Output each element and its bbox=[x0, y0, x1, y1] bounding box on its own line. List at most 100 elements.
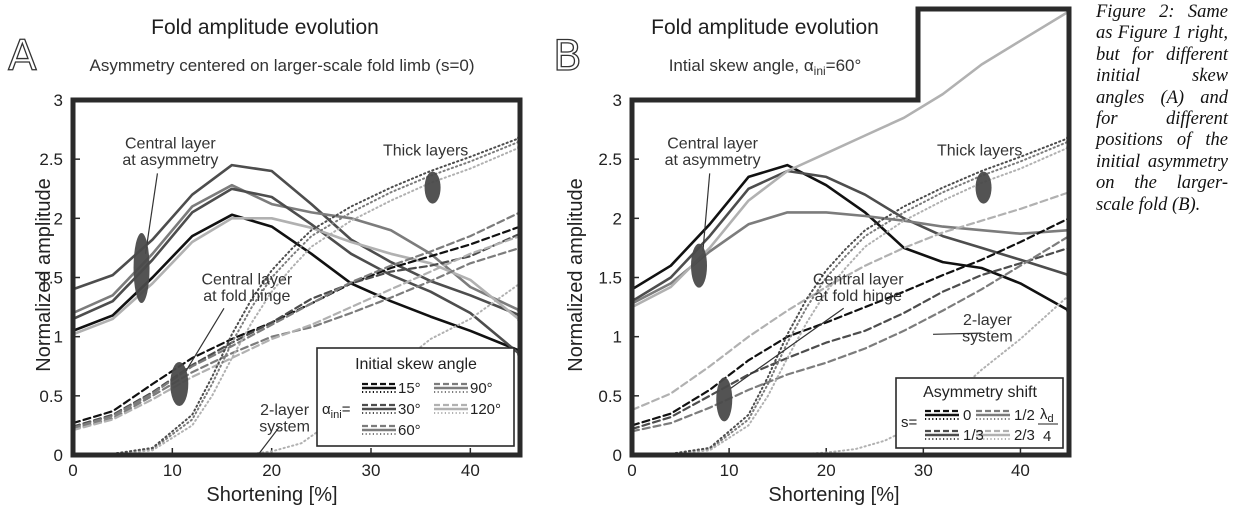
legend-swatch-s-half bbox=[976, 409, 1010, 420]
panel-a-annotation-text: at asymmetry bbox=[122, 152, 218, 169]
panel-a-ytick-label: 1.5 bbox=[39, 269, 63, 288]
panel-a-ytick-label: 3 bbox=[54, 91, 63, 110]
panel-b-xtick-label: 0 bbox=[627, 461, 636, 480]
panel-a-title: Fold amplitude evolution bbox=[151, 16, 379, 39]
panel-b-ytick-label: 0.5 bbox=[598, 387, 622, 406]
panel-b-annotation-leader bbox=[729, 307, 845, 390]
panel-b-ylabel: Normalized amplitude bbox=[565, 178, 587, 371]
panel-a-annotation-leader bbox=[184, 307, 225, 373]
panel-a-letter: A bbox=[8, 31, 37, 80]
panel-b-annotation-text: at fold hinge bbox=[815, 288, 902, 305]
panel-a-ticks: 0 10 20 30 40 0 0.5 1 1.5 2 2.5 3 bbox=[39, 91, 479, 480]
panel-b-annotation-leader bbox=[933, 332, 982, 335]
panel-a-xtick-label: 10 bbox=[163, 461, 182, 480]
panel-b-legend-swatches bbox=[925, 409, 1010, 440]
panel-a-annotation-text: Central layer bbox=[125, 136, 216, 153]
panel-a-legend: Initial skew angle αini= 15° 90° 30° 120… bbox=[316, 347, 515, 447]
panel-b-ytick-label: 2.5 bbox=[598, 150, 622, 169]
panel-a-ytick-label: 1 bbox=[54, 328, 63, 347]
panel-a-frame bbox=[70, 97, 523, 458]
panel-a-annotation-ellipse bbox=[170, 362, 189, 406]
panel-a-ytick-label: 0 bbox=[54, 446, 63, 465]
panel-b-legend-title: Asymmetry shift bbox=[923, 384, 1037, 401]
panel-a-subtitle: Asymmetry centered on larger-scale fold … bbox=[90, 56, 475, 75]
panel-b: B Fold amplitude evolution Intial skew a… bbox=[552, 6, 1072, 506]
panel-a-ytick-label: 2 bbox=[54, 209, 63, 228]
panel-b-legend: Asymmetry shift s= 0 1/2 1/3 2/3 λd 4 bbox=[895, 377, 1064, 449]
panel-a-series-thick-layers-dotted bbox=[73, 146, 520, 455]
panel-b-series-thick-layers-dotted bbox=[632, 146, 1069, 455]
panel-a-xtick-label: 30 bbox=[362, 461, 381, 480]
panel-a-annotation-text: Central layer bbox=[201, 272, 292, 289]
panel-a-annotation-text: at fold hinge bbox=[203, 288, 290, 305]
panel-b-xlabel: Shortening [%] bbox=[768, 484, 899, 506]
panel-b-annotation-leader bbox=[702, 173, 711, 252]
legend-swatch-s-third bbox=[925, 429, 959, 440]
panel-b-xtick-label: 20 bbox=[817, 461, 836, 480]
panel-b-ytick-label: 0 bbox=[613, 446, 622, 465]
panel-b-legend-entry: 1/2 bbox=[1014, 407, 1035, 424]
panel-a-series-thick-layers-dotted bbox=[73, 140, 520, 455]
panel-b-letter: B bbox=[553, 31, 582, 80]
legend-swatch-s-two-thirds bbox=[976, 429, 1010, 440]
panel-b-ytick-label: 2 bbox=[613, 209, 622, 228]
panel-a-legend-entry: 90° bbox=[470, 380, 493, 397]
panel-b-annotation-ellipse bbox=[716, 377, 733, 422]
panel-a: A Fold amplitude evolution Asymmetry cen… bbox=[7, 16, 523, 506]
panel-b-series-fold-hinge-dashed bbox=[632, 217, 1069, 427]
figure-caption: Figure 2: Same as Figure 1 right, but fo… bbox=[1096, 2, 1228, 215]
panel-a-annotation-text: Thick layers bbox=[383, 143, 468, 160]
panel-a-legend-entry: 30° bbox=[398, 401, 421, 418]
panel-b-legend-frac-den: 4 bbox=[1043, 428, 1051, 445]
panel-b-legend-box bbox=[895, 377, 1064, 449]
panel-b-series-central-asymmetry-solid bbox=[632, 163, 1069, 312]
panel-a-annotation-ellipse bbox=[133, 233, 150, 304]
panel-a-legend-swatches bbox=[362, 382, 468, 435]
figure: A Fold amplitude evolution Asymmetry cen… bbox=[7, 6, 1072, 506]
panel-b-annotation-ellipse bbox=[975, 171, 992, 204]
panel-a-annotation-leader bbox=[144, 173, 159, 254]
panel-a-series-fold-hinge-dashed bbox=[73, 235, 520, 432]
panel-a-annotation-text: 2-layer bbox=[260, 402, 310, 419]
panel-b-annotation-text: Central layer bbox=[667, 136, 758, 153]
panel-b-series-two-layer-dotted bbox=[632, 294, 1069, 455]
panel-b-ticks: 0 10 20 30 40 0 0.5 1 1.5 2 2.5 3 bbox=[598, 91, 1030, 480]
legend-swatch-120 bbox=[434, 403, 468, 414]
panel-a-series-thick-layers-dotted bbox=[73, 136, 520, 455]
panel-a-xtick-label: 20 bbox=[262, 461, 281, 480]
panel-b-annotation-text: system bbox=[962, 328, 1013, 345]
panel-b-legend-prefix: s= bbox=[901, 414, 918, 431]
panel-a-legend-entry: 60° bbox=[398, 422, 421, 439]
legend-swatch-15 bbox=[362, 382, 396, 393]
panel-a-ylabel: Normalized amplitude bbox=[33, 178, 55, 371]
panel-a-xtick-label: 40 bbox=[461, 461, 480, 480]
panel-b-legend-entry: 0 bbox=[963, 407, 971, 424]
panel-b-xtick-label: 10 bbox=[720, 461, 739, 480]
legend-swatch-90 bbox=[434, 382, 468, 393]
panel-b-series-thick-layers-dotted bbox=[632, 136, 1069, 455]
panel-b-series-fold-hinge-dashed bbox=[632, 235, 1069, 433]
legend-swatch-s0 bbox=[925, 409, 959, 420]
panel-b-annotation-text: Central layer bbox=[813, 272, 904, 289]
panel-a-ytick-label: 2.5 bbox=[39, 150, 63, 169]
legend-swatch-60 bbox=[362, 424, 396, 435]
panel-b-annotation-text: 2-layer bbox=[963, 312, 1013, 329]
panel-a-annotation-text: system bbox=[259, 418, 310, 435]
panel-a-legend-box bbox=[316, 347, 515, 447]
panel-b-ytick-label: 1.5 bbox=[598, 269, 622, 288]
panel-b-ytick-label: 3 bbox=[613, 91, 622, 110]
panel-b-legend-entry: 1/3 bbox=[963, 427, 984, 444]
panel-b-subtitle: Intial skew angle, αini=60° bbox=[669, 56, 862, 78]
panel-b-xtick-label: 40 bbox=[1011, 461, 1030, 480]
legend-swatch-30 bbox=[362, 403, 396, 414]
panel-b-annotation-ellipse bbox=[691, 243, 708, 288]
panel-a-xtick-label: 0 bbox=[68, 461, 77, 480]
panel-a-legend-entry: 120° bbox=[470, 401, 501, 418]
panel-a-ytick-label: 0.5 bbox=[39, 387, 63, 406]
panel-a-xlabel: Shortening [%] bbox=[206, 484, 337, 506]
panel-b-ytick-label: 1 bbox=[613, 328, 622, 347]
panel-b-annotation-text: at asymmetry bbox=[665, 152, 761, 169]
panel-b-series-fold-hinge-dashed bbox=[632, 191, 1069, 412]
